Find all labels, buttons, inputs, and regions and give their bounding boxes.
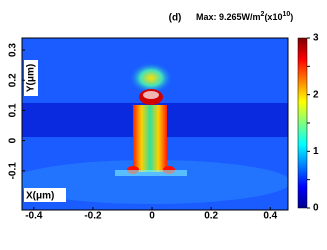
colorbar-tick-label: 3 (313, 33, 319, 44)
ylabel-box (24, 60, 38, 96)
y-tick-label: 0.1 (8, 103, 19, 117)
x-tick-label: 0.4 (263, 211, 277, 222)
colorbar-tick-label: 0 (313, 203, 319, 214)
max-annotation: Max: 9.265W/m2(x1010) (196, 11, 293, 23)
field-map (22, 38, 288, 210)
y-tick-label: 0 (8, 137, 19, 143)
x-tick-label: 0.2 (204, 211, 218, 222)
x-tick-label: -0.2 (84, 211, 102, 222)
x-tick-label: -0.4 (25, 211, 43, 222)
colorbar-tick-label: 2 (313, 89, 319, 100)
colorbar (297, 37, 308, 209)
x-axis-label: X(μm) (26, 191, 54, 202)
y-tick-label: 0.3 (8, 43, 19, 57)
y-tick-label: 0.2 (8, 73, 19, 87)
colorbar-tick-label: 1 (313, 146, 319, 157)
xlabel-box (24, 188, 66, 202)
y-axis-label: Y(μm) (26, 64, 37, 92)
y-tick-label: -0.1 (8, 162, 19, 180)
plot-frame (21, 37, 289, 211)
x-tick-label: 0 (149, 211, 155, 222)
panel-title: (d) (169, 13, 182, 24)
